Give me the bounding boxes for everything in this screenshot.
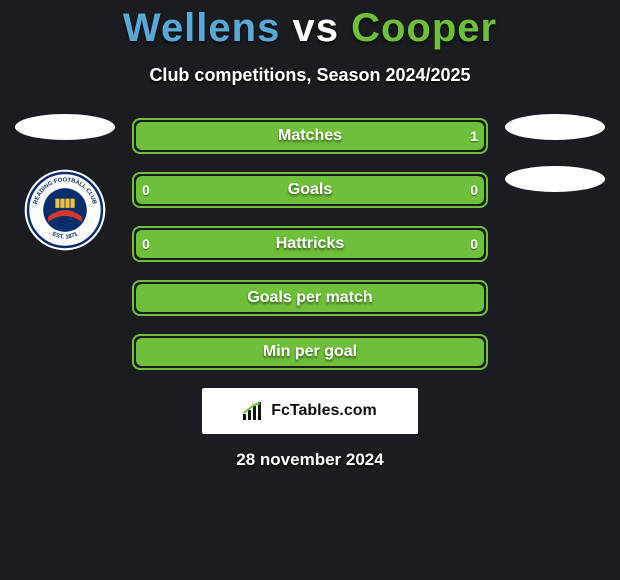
stat-fill-right [136, 176, 484, 204]
title-player2: Cooper [351, 6, 497, 50]
stat-value-right: 0 [464, 176, 484, 204]
stat-row: 00Goals [132, 172, 488, 208]
stat-fill-right [136, 230, 484, 258]
stat-value-left: 0 [136, 230, 156, 258]
stat-value-right: 1 [464, 122, 484, 150]
stat-value-left [136, 284, 150, 312]
stat-row: 00Hattricks [132, 226, 488, 262]
page-title: Wellens vs Cooper [0, 0, 620, 51]
title-vs: vs [292, 6, 339, 50]
stat-value-right [470, 338, 484, 366]
attribution-text: FcTables.com [271, 402, 377, 420]
stat-fill-right [136, 338, 484, 366]
club-badge-left: READING FOOTBALL CLUB EST. 1871 [23, 168, 107, 252]
placeholder-oval-left [15, 114, 115, 140]
stat-value-right [470, 284, 484, 312]
stat-value-left [136, 122, 150, 150]
body-row: READING FOOTBALL CLUB EST. 1871 1Matches… [0, 118, 620, 370]
placeholder-oval-right-2 [505, 166, 605, 192]
stat-row: 1Matches [132, 118, 488, 154]
title-player1: Wellens [123, 6, 280, 50]
stat-pill: 1Matches [136, 122, 484, 150]
date-line: 28 november 2024 [0, 450, 620, 470]
stat-value-left [136, 338, 150, 366]
stat-pill: 00Hattricks [136, 230, 484, 258]
right-column [490, 118, 620, 192]
comparison-widget: Wellens vs Cooper Club competitions, Sea… [0, 0, 620, 580]
stat-pill: 00Goals [136, 176, 484, 204]
placeholder-oval-right-1 [505, 114, 605, 140]
chart-icon [243, 402, 265, 420]
stat-value-left: 0 [136, 176, 156, 204]
left-column: READING FOOTBALL CLUB EST. 1871 [0, 118, 130, 252]
stat-row: Min per goal [132, 334, 488, 370]
stat-fill-right [136, 122, 484, 150]
stat-pill: Goals per match [136, 284, 484, 312]
stat-value-right: 0 [464, 230, 484, 258]
stat-pill: Min per goal [136, 338, 484, 366]
stat-fill-right [136, 284, 484, 312]
stat-row: Goals per match [132, 280, 488, 316]
stats-column: 1Matches00Goals00HattricksGoals per matc… [130, 118, 490, 370]
subtitle: Club competitions, Season 2024/2025 [0, 65, 620, 86]
attribution-badge: FcTables.com [202, 388, 418, 434]
